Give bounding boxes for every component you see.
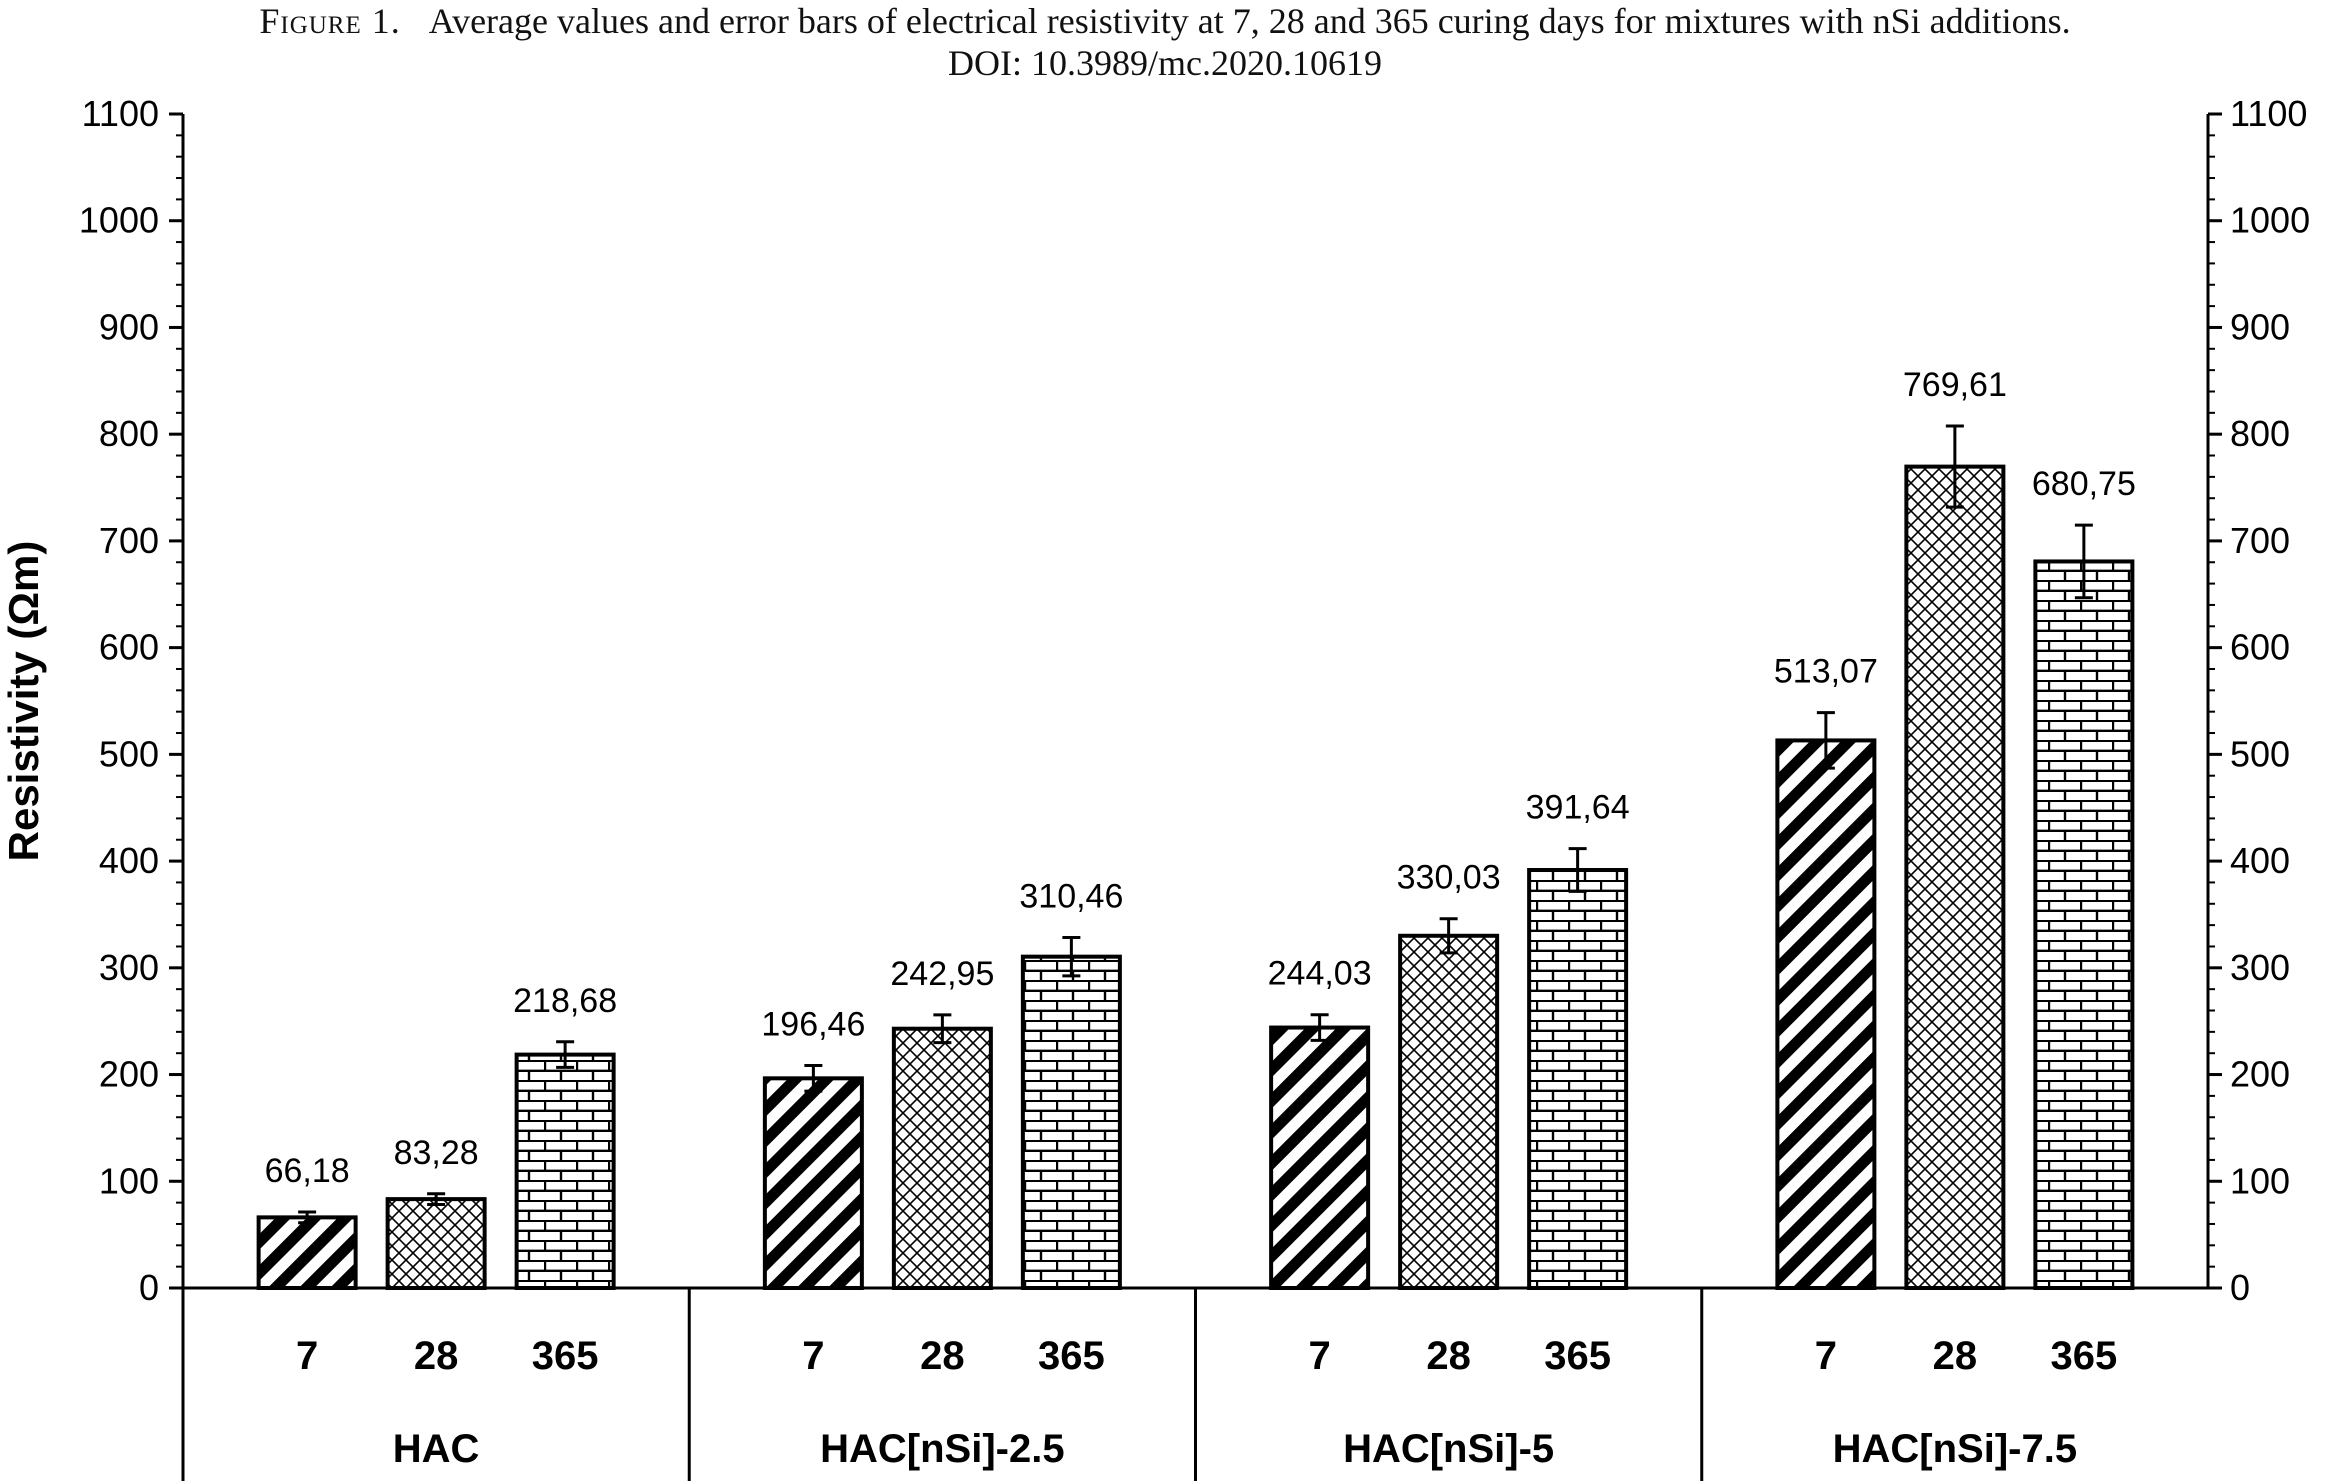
- x-group-label: HAC[nSi]-5: [1343, 1427, 1554, 1471]
- bar-HAC-28: [385, 1197, 487, 1291]
- bar-HAC[nSi]-2.5-365: [1020, 954, 1122, 1290]
- data-label: 218,68: [513, 982, 617, 1020]
- x-group-label: HAC[nSi]-2.5: [820, 1427, 1064, 1471]
- x-subcategory-label: 7: [1815, 1334, 1837, 1378]
- data-label: 196,46: [761, 1006, 865, 1044]
- bar-HAC[nSi]-7.5-7: [1775, 738, 1877, 1290]
- x-subcategory-label: 7: [802, 1334, 824, 1378]
- bar-HAC[nSi]-7.5-365: [2033, 559, 2135, 1290]
- y-tick-label-right: 900: [2230, 306, 2290, 347]
- x-subcategory-label: 28: [1933, 1334, 1978, 1378]
- y-tick-label-right: 1100: [2230, 93, 2307, 134]
- data-label: 513,07: [1774, 653, 1878, 691]
- data-label: 330,03: [1397, 859, 1501, 897]
- y-tick-label-left: 1100: [82, 93, 159, 134]
- bar-HAC-365: [514, 1052, 616, 1290]
- data-label: 680,75: [2032, 465, 2136, 503]
- bar-HAC[nSi]-2.5-28: [891, 1026, 993, 1290]
- data-label: 391,64: [1526, 789, 1630, 827]
- data-label: 66,18: [265, 1152, 350, 1190]
- x-subcategory-label: 28: [1426, 1334, 1471, 1378]
- y-tick-label-right: 700: [2230, 520, 2290, 561]
- y-tick-label-left: 1000: [79, 200, 159, 241]
- data-label: 244,03: [1268, 955, 1372, 993]
- bar-HAC[nSi]-5-28: [1398, 933, 1500, 1291]
- y-tick-label-left: 200: [99, 1054, 159, 1095]
- figure-doi: DOI: 10.3989/mc.2020.10619: [948, 43, 1382, 83]
- figure-label: Figure 1.: [259, 1, 401, 41]
- bar-HAC-7: [256, 1215, 358, 1291]
- x-group-label: HAC[nSi]-7.5: [1833, 1427, 2077, 1471]
- bar-HAC[nSi]-5-365: [1527, 868, 1629, 1290]
- x-subcategory-label: 28: [414, 1334, 459, 1378]
- x-subcategory-label: 7: [296, 1334, 318, 1378]
- x-subcategory-label: 28: [920, 1334, 965, 1378]
- y-tick-label-left: 300: [99, 947, 159, 988]
- y-tick-label-right: 0: [2230, 1267, 2250, 1308]
- y-tick-label-left: 500: [99, 733, 159, 774]
- bar-HAC[nSi]-5-7: [1269, 1025, 1371, 1291]
- data-label: 769,61: [1903, 366, 2007, 404]
- y-tick-label-right: 300: [2230, 947, 2290, 988]
- y-axis-title: Resistivity (Ωm): [0, 541, 47, 862]
- y-tick-label-left: 700: [99, 520, 159, 561]
- y-tick-label-right: 800: [2230, 413, 2290, 454]
- y-tick-label-right: 600: [2230, 627, 2290, 668]
- data-label: 83,28: [394, 1134, 479, 1172]
- y-tick-label-right: 500: [2230, 733, 2290, 774]
- data-label: 242,95: [890, 955, 994, 993]
- y-tick-label-right: 200: [2230, 1054, 2290, 1095]
- figure-caption: Figure 1. Average values and error bars o…: [0, 0, 2330, 84]
- x-group-label: HAC: [393, 1427, 480, 1471]
- y-tick-label-left: 900: [99, 306, 159, 347]
- y-tick-label-left: 400: [99, 840, 159, 881]
- y-tick-label-right: 400: [2230, 840, 2290, 881]
- x-subcategory-label: 7: [1309, 1334, 1331, 1378]
- x-subcategory-label: 365: [2051, 1334, 2118, 1378]
- y-tick-label-left: 100: [99, 1160, 159, 1201]
- y-tick-label-left: 600: [99, 627, 159, 668]
- y-tick-label-right: 100: [2230, 1160, 2290, 1201]
- y-tick-label-left: 0: [139, 1267, 159, 1308]
- bar-HAC[nSi]-2.5-7: [762, 1076, 864, 1291]
- figure-caption-text: Average values and error bars of electri…: [428, 1, 2071, 41]
- y-tick-label-right: 1000: [2230, 200, 2310, 241]
- bar-HAC[nSi]-7.5-28: [1904, 464, 2006, 1291]
- x-subcategory-label: 365: [532, 1334, 599, 1378]
- x-subcategory-label: 365: [1544, 1334, 1611, 1378]
- data-label: 310,46: [1019, 877, 1123, 915]
- x-subcategory-label: 365: [1038, 1334, 1105, 1378]
- y-tick-label-left: 800: [99, 413, 159, 454]
